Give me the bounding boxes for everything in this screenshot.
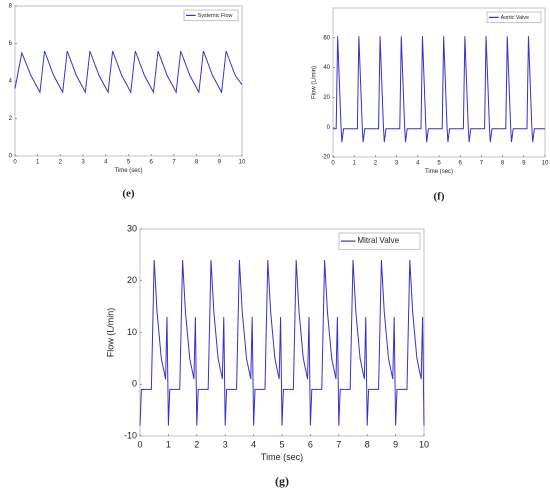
x-tick-label: 3 [395, 161, 399, 167]
x-tick-label: 2 [374, 161, 378, 167]
data-line [333, 36, 545, 143]
y-tick-label: -10 [124, 430, 137, 440]
y-tick-label: 8 [9, 4, 13, 10]
x-tick-label: 5 [437, 161, 441, 167]
legend-label: Mitral Valve [357, 236, 399, 245]
x-tick-label: 9 [393, 439, 398, 449]
legend-box [486, 11, 542, 24]
x-tick-label: 7 [480, 161, 484, 167]
y-tick-label: 0 [132, 379, 137, 389]
x-tick-label: 9 [522, 161, 526, 167]
y-tick-label: 60 [323, 35, 330, 41]
x-tick-label: 0 [331, 161, 335, 167]
x-tick-label: 5 [127, 160, 131, 166]
y-tick-label: 0 [9, 154, 13, 160]
y-tick-label: -20 [321, 155, 330, 161]
x-tick-label: 0 [137, 439, 142, 449]
x-tick-label: 8 [501, 161, 505, 167]
x-tick-label: 2 [59, 160, 63, 166]
y-tick-label: 2 [9, 116, 13, 122]
x-tick-label: 6 [459, 161, 463, 167]
caption: (g) [275, 474, 289, 488]
x-tick-label: 4 [416, 161, 420, 167]
y-tick-label: 0 [327, 125, 331, 131]
x-axis-label: Time (sec) [425, 169, 453, 175]
x-tick-label: 2 [194, 439, 199, 449]
legend-box [338, 232, 421, 250]
y-axis-label: Flow (L/min) [106, 308, 116, 358]
x-tick-label: 6 [150, 160, 154, 166]
data-line [14, 50, 243, 94]
x-tick-label: 4 [251, 439, 256, 449]
y-tick-label: 10 [127, 327, 137, 337]
y-tick-label: 20 [323, 95, 330, 101]
x-tick-label: 5 [279, 439, 284, 449]
x-tick-label: 8 [195, 160, 199, 166]
x-tick-label: 3 [81, 160, 85, 166]
y-tick-label: 6 [9, 41, 13, 47]
plot-frame [332, 7, 546, 158]
x-tick-label: 4 [104, 160, 108, 166]
y-tick-label: 40 [323, 65, 330, 71]
legend-box [183, 9, 239, 22]
x-tick-label: 9 [218, 160, 222, 166]
legend-label: Systemic Flow [198, 13, 233, 19]
x-tick-label: 6 [308, 439, 313, 449]
y-axis-label: Flow (L/min) [311, 66, 317, 99]
x-tick-label: 3 [223, 439, 228, 449]
y-tick-label: 4 [9, 79, 13, 85]
x-tick-label: 10 [239, 160, 246, 166]
caption: (e) [122, 188, 135, 200]
x-tick-label: 1 [36, 160, 40, 166]
x-axis-label: Time (sec) [114, 168, 142, 174]
x-tick-label: 7 [336, 439, 341, 449]
legend-label: Aortic Valve [501, 15, 529, 21]
plot-frame [14, 5, 243, 157]
y-tick-label: 30 [127, 223, 137, 233]
y-tick-label: 20 [127, 275, 137, 285]
x-tick-label: 8 [365, 439, 370, 449]
x-tick-label: 10 [542, 161, 549, 167]
caption: (f) [434, 191, 445, 203]
x-tick-label: 1 [166, 439, 171, 449]
x-tick-label: 10 [419, 439, 429, 449]
x-tick-label: 0 [13, 160, 17, 166]
x-tick-label: 7 [172, 160, 176, 166]
x-axis-label: Time (sec) [261, 452, 303, 462]
x-tick-label: 1 [353, 161, 357, 167]
data-line [139, 260, 425, 426]
